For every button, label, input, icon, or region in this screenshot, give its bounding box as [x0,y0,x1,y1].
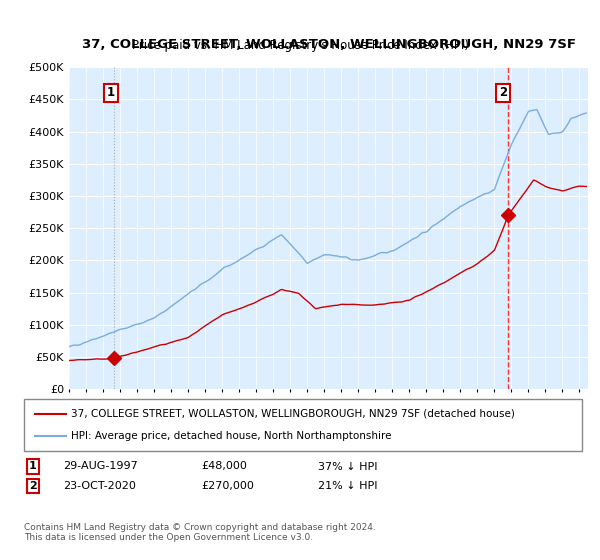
Text: Contains HM Land Registry data © Crown copyright and database right 2024.
This d: Contains HM Land Registry data © Crown c… [24,522,376,542]
FancyBboxPatch shape [24,399,582,451]
Text: 23-OCT-2020: 23-OCT-2020 [63,481,136,491]
Text: Price paid vs. HM Land Registry's House Price Index (HPI): Price paid vs. HM Land Registry's House … [131,39,469,53]
Text: 1: 1 [107,86,115,100]
Text: 2: 2 [29,481,37,491]
Text: 1: 1 [29,461,37,472]
Text: 2: 2 [499,86,507,100]
Text: 37% ↓ HPI: 37% ↓ HPI [318,461,377,472]
Text: HPI: Average price, detached house, North Northamptonshire: HPI: Average price, detached house, Nort… [71,431,392,441]
Text: £48,000: £48,000 [201,461,247,472]
Text: £270,000: £270,000 [201,481,254,491]
Title: 37, COLLEGE STREET, WOLLASTON, WELLINGBOROUGH, NN29 7SF: 37, COLLEGE STREET, WOLLASTON, WELLINGBO… [82,38,575,51]
Text: 37, COLLEGE STREET, WOLLASTON, WELLINGBOROUGH, NN29 7SF (detached house): 37, COLLEGE STREET, WOLLASTON, WELLINGBO… [71,409,515,419]
Text: 21% ↓ HPI: 21% ↓ HPI [318,481,377,491]
Text: 29-AUG-1997: 29-AUG-1997 [63,461,138,472]
